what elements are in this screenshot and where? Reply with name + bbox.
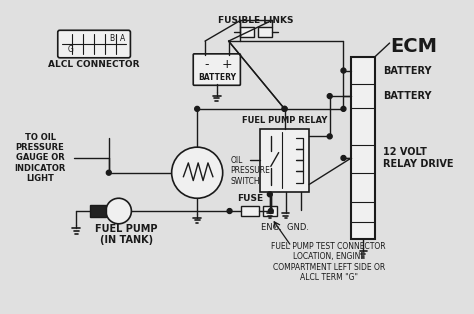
Text: FUEL PUMP RELAY: FUEL PUMP RELAY bbox=[242, 116, 327, 125]
Circle shape bbox=[268, 208, 273, 214]
Text: ALCL CONNECTOR: ALCL CONNECTOR bbox=[48, 60, 140, 69]
Circle shape bbox=[341, 155, 346, 160]
Circle shape bbox=[341, 68, 346, 73]
Text: A: A bbox=[120, 34, 126, 43]
Circle shape bbox=[327, 134, 332, 139]
Bar bbox=[258, 27, 272, 37]
Text: B: B bbox=[109, 34, 115, 43]
Circle shape bbox=[172, 147, 223, 198]
Text: FUSIBLE LINKS: FUSIBLE LINKS bbox=[219, 16, 294, 25]
Circle shape bbox=[341, 106, 346, 111]
FancyBboxPatch shape bbox=[193, 54, 240, 85]
Circle shape bbox=[267, 192, 272, 197]
Circle shape bbox=[106, 198, 131, 224]
Circle shape bbox=[195, 106, 200, 111]
Bar bbox=[351, 57, 375, 239]
Circle shape bbox=[282, 106, 287, 111]
Text: BATTERY: BATTERY bbox=[383, 66, 431, 76]
Text: TO OIL
PRESSURE
GAUGE OR
INDICATOR
LIGHT: TO OIL PRESSURE GAUGE OR INDICATOR LIGHT bbox=[14, 133, 66, 183]
FancyBboxPatch shape bbox=[58, 30, 130, 58]
Bar bbox=[241, 206, 259, 216]
Bar bbox=[263, 206, 277, 216]
Text: G: G bbox=[68, 46, 73, 54]
Text: BATTERY: BATTERY bbox=[383, 91, 431, 101]
Text: +: + bbox=[221, 58, 232, 71]
Circle shape bbox=[282, 106, 287, 111]
Text: FUSE: FUSE bbox=[237, 194, 263, 203]
Bar bbox=[240, 27, 254, 37]
Text: ECM: ECM bbox=[391, 37, 438, 57]
Text: OIL
PRESSURE
SWITCH: OIL PRESSURE SWITCH bbox=[230, 156, 271, 186]
Bar bbox=[260, 128, 309, 192]
Text: ENG.  GND.: ENG. GND. bbox=[261, 223, 309, 232]
Text: FUEL PUMP
(IN TANK): FUEL PUMP (IN TANK) bbox=[95, 224, 158, 246]
Circle shape bbox=[106, 170, 111, 175]
Text: BATTERY: BATTERY bbox=[198, 73, 236, 82]
Text: FUEL PUMP TEST CONNECTOR
LOCATION, ENGINE
COMPARTMENT LEFT SIDE OR
ALCL TERM "G": FUEL PUMP TEST CONNECTOR LOCATION, ENGIN… bbox=[272, 242, 386, 282]
Text: 12 VOLT
RELAY DRIVE: 12 VOLT RELAY DRIVE bbox=[383, 147, 453, 169]
Bar bbox=[90, 205, 106, 217]
Text: -: - bbox=[205, 58, 209, 71]
Circle shape bbox=[227, 208, 232, 214]
Circle shape bbox=[327, 94, 332, 99]
